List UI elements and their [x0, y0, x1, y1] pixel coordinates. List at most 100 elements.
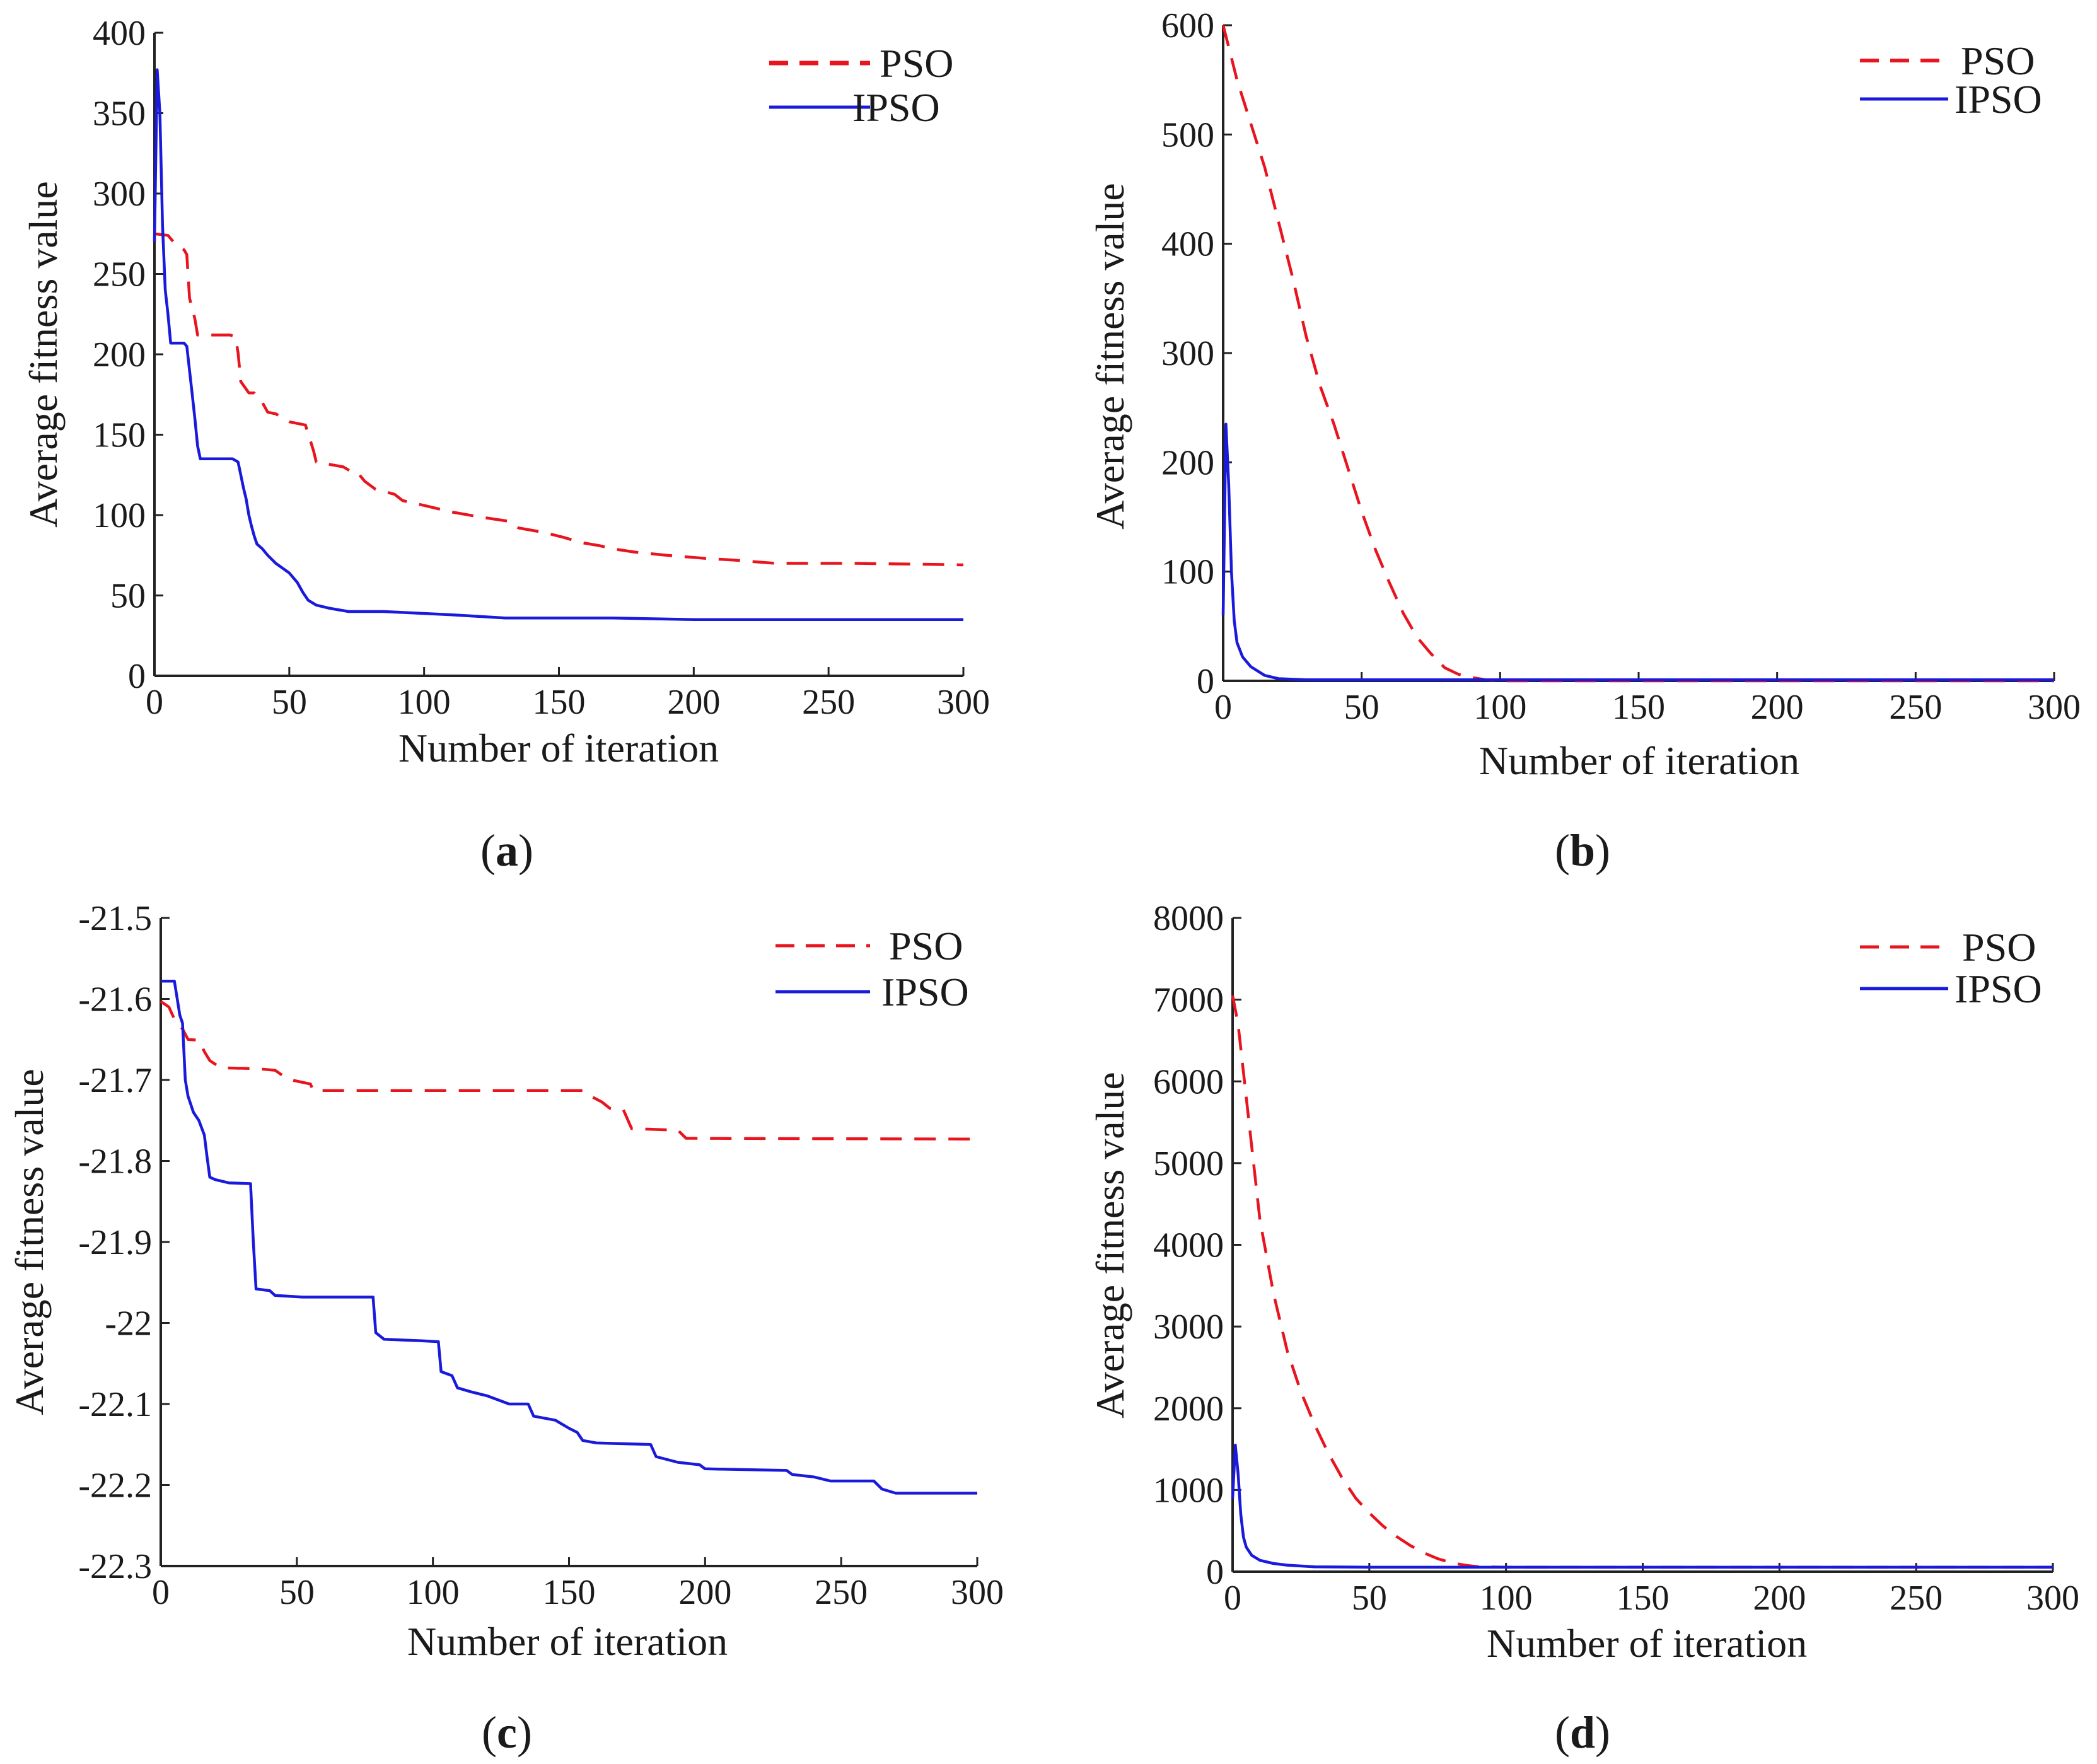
x-tick-label: 300 [951, 1573, 1004, 1612]
series-line-pso [1231, 995, 2053, 1569]
y-tick-label: 1000 [1153, 1471, 1224, 1510]
series-line-pso [1221, 25, 2054, 683]
y-tick-label: 300 [1161, 334, 1214, 373]
y-tick-label: 3000 [1153, 1308, 1224, 1347]
panel-b: 0 50 100 150 200 250 300 0 100 200 300 400 500 600 Nu… [1088, 6, 2081, 876]
y-axis-label: Average fitness value [1088, 183, 1132, 530]
panel-caption: (a) [480, 825, 533, 876]
panel-caption: (c) [482, 1707, 532, 1758]
y-tick-label: -21.5 [78, 899, 152, 938]
legend-label-pso: PSO [889, 924, 963, 968]
plot-area [153, 68, 964, 622]
x-tick-label: 200 [667, 683, 720, 722]
y-tick-label: -22.2 [78, 1466, 152, 1506]
x-tick-label: 100 [1480, 1579, 1533, 1618]
x-tick-label: 100 [398, 683, 451, 722]
y-tick-label: 200 [1161, 443, 1214, 482]
series-line-pso [160, 1000, 978, 1141]
series-line-pso [154, 232, 964, 567]
tick-labels: 0 50 100 150 200 250 300 -22.3 -22.2 -22.1 -22 -21.… [78, 899, 1004, 1612]
x-tick-label: 200 [1751, 688, 1804, 727]
y-tick-label: 250 [93, 255, 146, 294]
legend-label-ipso: IPSO [881, 970, 969, 1014]
x-tick-label: 50 [1352, 1579, 1387, 1618]
y-tick-label: -21.7 [78, 1061, 152, 1100]
y-tick-label: 400 [1161, 225, 1214, 264]
legend: PSO IPSO [769, 41, 953, 130]
x-tick-label: 250 [1889, 688, 1942, 727]
caption-letter: b [1570, 825, 1595, 876]
y-tick-label: 8000 [1153, 899, 1224, 938]
plot-area [1231, 995, 2053, 1569]
y-tick-label: 0 [128, 657, 146, 696]
y-axis-label: Average fitness value [7, 1069, 52, 1415]
panel-caption: (d) [1555, 1707, 1610, 1758]
x-axis-label: Number of iteration [407, 1619, 728, 1664]
y-tick-label: 0 [1197, 662, 1214, 701]
x-tick-label: 50 [272, 683, 307, 722]
x-tick-label: 150 [543, 1573, 596, 1612]
plot-area [160, 979, 978, 1495]
y-tick-label: 2000 [1153, 1390, 1224, 1429]
series-line-ipso [1221, 422, 2054, 682]
y-tick-label: 600 [1161, 6, 1214, 45]
series-line-ipso [153, 68, 963, 622]
y-tick-label: -21.9 [78, 1223, 152, 1262]
x-tick-label: 0 [1224, 1579, 1241, 1618]
panel-c: 0 50 100 150 200 250 300 -22.3 -22.2 -22.1 -22 -21.… [7, 899, 1004, 1758]
series-line-ipso [161, 979, 977, 1495]
y-tick-label: 7000 [1153, 981, 1224, 1020]
y-tick-label: 150 [93, 416, 146, 455]
y-tick-label: 400 [93, 14, 146, 53]
y-tick-label: -22 [105, 1304, 152, 1343]
y-tick-label: 300 [93, 175, 146, 214]
y-tick-label: 100 [93, 496, 146, 535]
tick-labels: 0 50 100 150 200 250 300 0 100 200 300 400 500 600 [1161, 6, 2081, 727]
x-tick-label: 250 [1890, 1579, 1943, 1618]
legend: PSO IPSO [1860, 38, 2042, 122]
caption-letter: c [497, 1707, 517, 1758]
y-tick-label: 350 [93, 95, 146, 134]
x-tick-label: 200 [678, 1573, 731, 1612]
x-tick-label: 300 [937, 683, 990, 722]
y-tick-label: -22.1 [78, 1385, 152, 1424]
tick-labels: 0 50 100 150 200 250 3000100020003000400050006… [1153, 899, 2079, 1618]
tick-marks [160, 917, 979, 1567]
tick-labels: 0 50 100 150 200 250 300 0 50 100 150 200 250 300 350 4… [93, 14, 990, 722]
x-tick-label: 150 [533, 683, 586, 722]
y-tick-label: 5000 [1153, 1144, 1224, 1183]
y-tick-label: 6000 [1153, 1062, 1224, 1101]
legend-label-pso: PSO [880, 41, 953, 86]
legend: PSO IPSO [1860, 925, 2042, 1011]
legend: PSO IPSO [775, 924, 969, 1014]
legend-label-ipso: IPSO [1955, 77, 2042, 122]
legend-label-ipso: IPSO [1955, 966, 2042, 1011]
x-tick-label: 300 [2026, 1579, 2079, 1618]
x-tick-label: 150 [1617, 1579, 1670, 1618]
tick-marks [153, 32, 965, 677]
y-tick-label: 200 [93, 335, 146, 374]
x-tick-label: 300 [2028, 688, 2081, 727]
legend-label-ipso: IPSO [852, 85, 940, 130]
panel-d: 0 50 100 150 200 250 3000100020003000400050006… [1088, 899, 2079, 1758]
x-tick-label: 0 [152, 1573, 170, 1612]
y-tick-label: -21.8 [78, 1142, 152, 1181]
x-tick-label: 100 [1473, 688, 1526, 727]
y-axis-label: Average fitness value [1088, 1072, 1132, 1419]
x-tick-label: 200 [1753, 1579, 1806, 1618]
panel-caption: (b) [1555, 825, 1610, 876]
caption-letter: d [1570, 1707, 1595, 1758]
x-axis-label: Number of iteration [398, 726, 719, 770]
y-tick-label: -21.6 [78, 980, 152, 1019]
x-tick-label: 150 [1612, 688, 1665, 727]
tick-marks [1222, 24, 2055, 682]
tick-marks [1231, 917, 2054, 1573]
y-axis-label: Average fitness value [21, 181, 66, 528]
y-tick-label: 100 [1161, 553, 1214, 592]
y-tick-label: 4000 [1153, 1226, 1224, 1265]
x-tick-label: 50 [1344, 688, 1380, 727]
x-axis-label: Number of iteration [1479, 738, 1799, 783]
x-tick-label: 0 [146, 683, 163, 722]
caption-letter: a [496, 825, 518, 876]
